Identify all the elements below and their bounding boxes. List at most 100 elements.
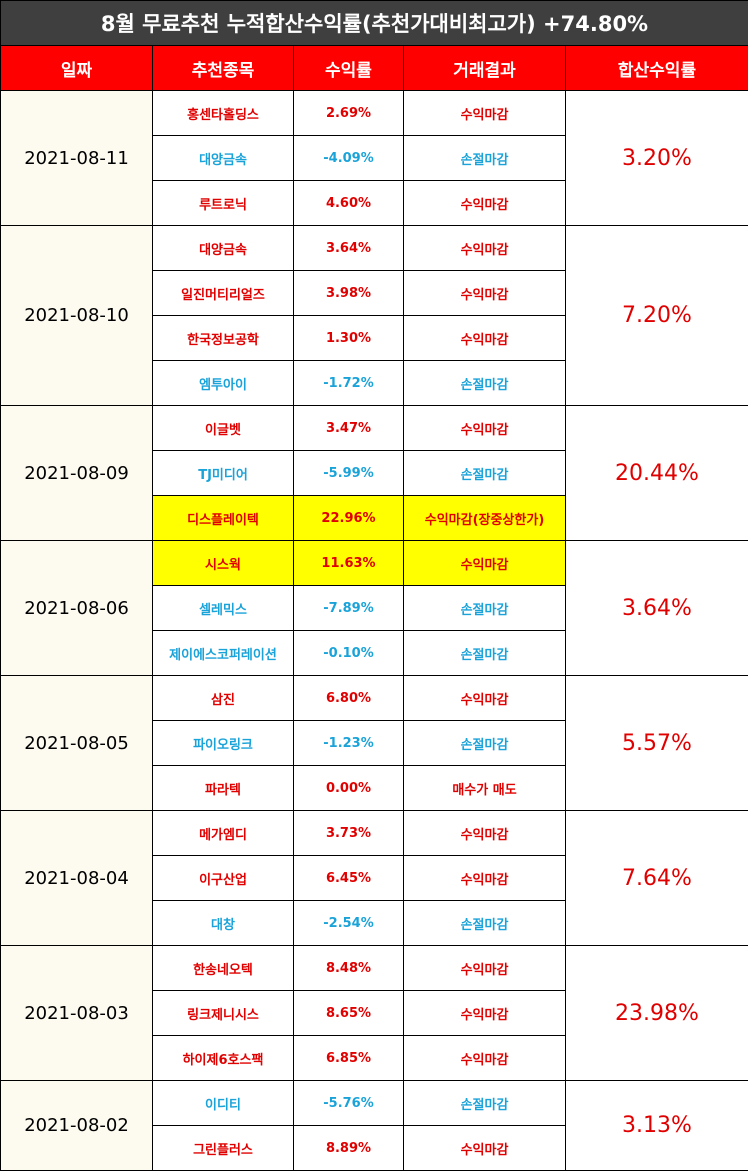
rate-cell: 6.45% (293, 855, 404, 901)
table-row: 2021-08-11 홍센타홀딩스 2.69% 수익마감 3.20% (0, 90, 748, 226)
stock-name-cell: 홍센타홀딩스 (152, 90, 294, 136)
result-cell: 수익마감 (403, 225, 566, 271)
total-return-cell: 20.44% (565, 405, 748, 541)
rate-cell: -5.99% (293, 450, 404, 496)
rate-cell: -4.09% (293, 135, 404, 181)
header-result: 거래결과 (403, 45, 566, 91)
stock-name-cell: 링크제니시스 (152, 990, 294, 1036)
result-cell: 수익마감 (403, 675, 566, 721)
date-cell: 2021-08-04 (0, 810, 153, 946)
total-return-cell: 3.64% (565, 540, 748, 676)
stock-name-cell: 시스웍 (152, 540, 294, 586)
total-return-cell: 5.57% (565, 675, 748, 811)
rate-cell: 2.69% (293, 90, 404, 136)
table-row: 그린플러스 8.89% 수익마감 (1, 1125, 748, 1171)
rate-cell: 4.60% (293, 180, 404, 226)
result-cell: 수익마감 (403, 180, 566, 226)
date-cell: 2021-08-10 (0, 225, 153, 406)
stock-name-cell: 대양금속 (152, 225, 294, 271)
stock-name-cell: 이디티 (152, 1080, 294, 1126)
stock-name-cell: 일진머티리얼즈 (152, 270, 294, 316)
table-row: 2021-08-09 이글벳 3.47% 수익마감 20.44% (0, 405, 748, 541)
result-cell: 수익마감 (403, 540, 566, 586)
result-cell: 수익마감 (403, 1035, 566, 1081)
header-rate: 수익률 (293, 45, 404, 91)
result-cell: 손절마감 (403, 1080, 566, 1126)
stock-name-cell: 메가엠디 (152, 810, 294, 856)
table-row: 파라텍 0.00% 매수가 매도 (1, 765, 748, 811)
stock-name-cell: 파이오링크 (152, 720, 294, 766)
total-return-cell: 3.13% (565, 1080, 748, 1171)
rate-cell: 3.98% (293, 270, 404, 316)
table-row: 링크제니시스 8.65% 수익마감 (1, 990, 748, 1036)
result-cell: 손절마감 (403, 360, 566, 406)
rate-cell: 3.47% (293, 405, 404, 451)
stock-name-cell: 이글벳 (152, 405, 294, 451)
stock-name-cell: 이구산업 (152, 855, 294, 901)
rate-cell: 8.89% (293, 1125, 404, 1171)
result-cell: 수익마감(장중상한가) (403, 495, 566, 541)
table-row: 한국정보공학 1.30% 수익마감 (1, 315, 748, 361)
rate-cell: 3.73% (293, 810, 404, 856)
stock-name-cell: 파라텍 (152, 765, 294, 811)
stock-name-cell: 대양금속 (152, 135, 294, 181)
stock-name-cell: 삼진 (152, 675, 294, 721)
rate-cell: -1.72% (293, 360, 404, 406)
result-cell: 손절마감 (403, 630, 566, 676)
stock-name-cell: 루트로닉 (152, 180, 294, 226)
result-cell: 수익마감 (403, 810, 566, 856)
table-row: 제이에스코퍼레이션 -0.10% 손절마감 (1, 630, 748, 676)
rate-cell: 1.30% (293, 315, 404, 361)
header-total: 합산수익률 (565, 45, 748, 91)
stock-name-cell: 제이에스코퍼레이션 (152, 630, 294, 676)
table-row: 하이제6호스팩 6.85% 수익마감 (1, 1035, 748, 1081)
result-cell: 수익마감 (403, 315, 566, 361)
stock-name-cell: TJ미디어 (152, 450, 294, 496)
stock-name-cell: 한송네오텍 (152, 945, 294, 991)
date-cell: 2021-08-02 (0, 1080, 153, 1171)
stock-name-cell: 한국정보공학 (152, 315, 294, 361)
rate-cell: 22.96% (293, 495, 404, 541)
total-return-cell: 7.20% (565, 225, 748, 406)
table-row: 이구산업 6.45% 수익마감 (1, 855, 748, 901)
stock-name-cell: 하이제6호스팩 (152, 1035, 294, 1081)
table-row: 엠투아이 -1.72% 손절마감 (1, 360, 748, 406)
stock-name-cell: 셀레믹스 (152, 585, 294, 631)
total-return-cell: 23.98% (565, 945, 748, 1081)
rate-cell: 8.48% (293, 945, 404, 991)
table-row: 2021-08-02 이디티 -5.76% 손절마감 3.13% (0, 1080, 748, 1171)
date-cell: 2021-08-09 (0, 405, 153, 541)
result-cell: 손절마감 (403, 450, 566, 496)
table-row: 대양금속 -4.09% 손절마감 (1, 135, 748, 181)
result-cell: 손절마감 (403, 900, 566, 946)
total-return-cell: 3.20% (565, 90, 748, 226)
result-cell: 손절마감 (403, 585, 566, 631)
result-cell: 매수가 매도 (403, 765, 566, 811)
rate-cell: 3.64% (293, 225, 404, 271)
date-cell: 2021-08-03 (0, 945, 153, 1081)
table-row: 2021-08-10 대양금속 3.64% 수익마감 7.20% (0, 225, 748, 406)
table-row: 일진머티리얼즈 3.98% 수익마감 (1, 270, 748, 316)
table-body: 2021-08-11 홍센타홀딩스 2.69% 수익마감 3.20% 대양금속 -4.09%… (0, 90, 748, 1171)
header-stock: 추천종목 (152, 45, 294, 91)
result-cell: 수익마감 (403, 990, 566, 1036)
date-cell: 2021-08-11 (0, 90, 153, 226)
table-row: 2021-08-04 메가엠디 3.73% 수익마감 7.64% (0, 810, 748, 946)
date-cell: 2021-08-06 (0, 540, 153, 676)
table-row: 루트로닉 4.60% 수익마감 (1, 180, 748, 226)
table-row: 2021-08-06 시스웍 11.63% 수익마감 3.64% (0, 540, 748, 676)
table-row: 2021-08-03 한송네오텍 8.48% 수익마감 23.98% (0, 945, 748, 1081)
stock-name-cell: 대창 (152, 900, 294, 946)
table-row: 2021-08-05 삼진 6.80% 수익마감 5.57% (0, 675, 748, 811)
rate-cell: -5.76% (293, 1080, 404, 1126)
result-cell: 손절마감 (403, 135, 566, 181)
header-date: 일짜 (0, 45, 153, 91)
rate-cell: -7.89% (293, 585, 404, 631)
table-row: 디스플레이텍 22.96% 수익마감(장중상한가) (1, 495, 748, 541)
result-cell: 손절마감 (403, 720, 566, 766)
table-row: TJ미디어 -5.99% 손절마감 (1, 450, 748, 496)
rate-cell: 6.80% (293, 675, 404, 721)
rate-cell: 6.85% (293, 1035, 404, 1081)
date-cell: 2021-08-05 (0, 675, 153, 811)
result-cell: 수익마감 (403, 270, 566, 316)
